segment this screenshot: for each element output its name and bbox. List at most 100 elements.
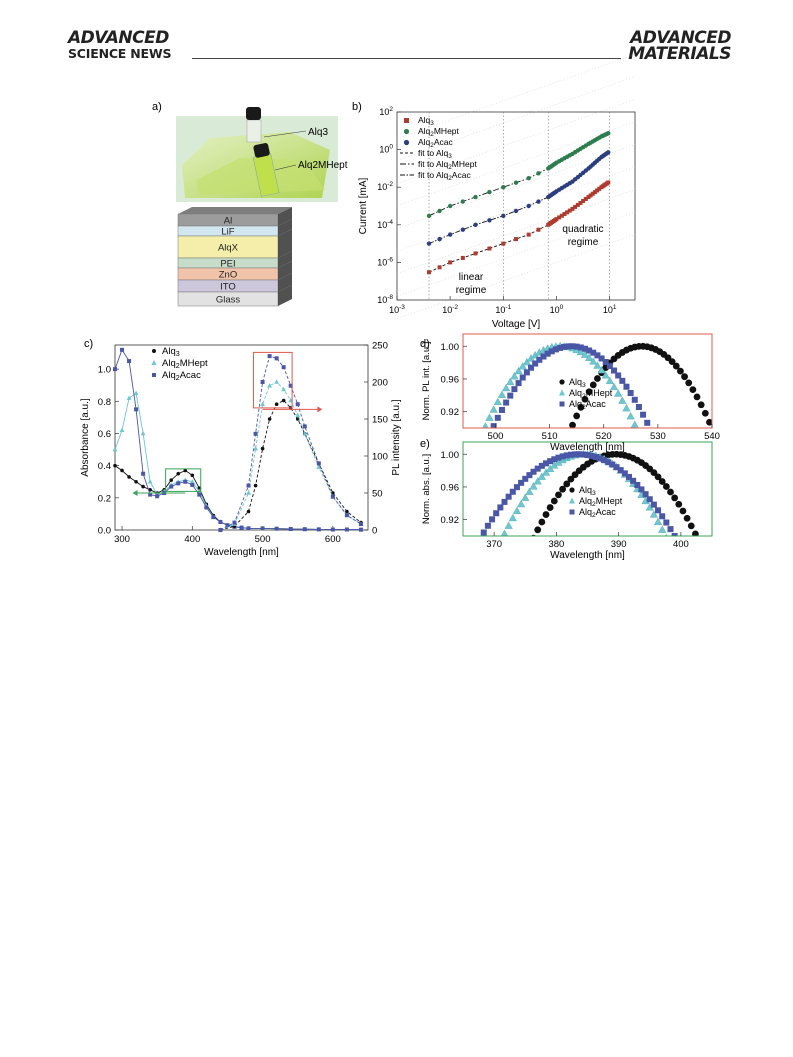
data-point-alq3 bbox=[557, 215, 562, 220]
legend-label: Alq2Acac bbox=[579, 507, 616, 519]
legend-label: Alq3 bbox=[162, 346, 180, 358]
data-point bbox=[668, 358, 676, 366]
x-tick-label: 10-2 bbox=[442, 304, 458, 315]
journal-logo-left: ADVANCED SCIENCE NEWS bbox=[68, 30, 171, 61]
data-point bbox=[517, 499, 526, 508]
data-point bbox=[540, 353, 547, 360]
legend-marker bbox=[403, 128, 410, 135]
data-point bbox=[561, 343, 568, 350]
data-point bbox=[655, 507, 662, 514]
data-point bbox=[530, 468, 537, 475]
data-point bbox=[211, 515, 216, 520]
data-point bbox=[601, 371, 610, 379]
data-point bbox=[569, 343, 576, 350]
y-tick-label-right: 100 bbox=[372, 452, 388, 463]
data-point bbox=[593, 361, 602, 369]
data-point bbox=[692, 530, 699, 536]
data-point bbox=[538, 518, 546, 526]
data-point bbox=[176, 481, 181, 486]
data-point bbox=[534, 465, 541, 472]
plot-d: 500 510 520 530 540 1.00 0.96 0.92 Wavelength [n… bbox=[421, 333, 720, 453]
data-point bbox=[544, 350, 551, 357]
data-point bbox=[563, 452, 570, 459]
data-point bbox=[521, 493, 530, 501]
data-point bbox=[536, 171, 541, 176]
legend-label: Alq3 bbox=[579, 485, 596, 497]
data-point-alq3 bbox=[581, 198, 586, 203]
helper-line bbox=[396, 189, 636, 274]
helper-line bbox=[396, 234, 636, 319]
data-point bbox=[508, 513, 517, 522]
data-point-alq3 bbox=[590, 191, 595, 196]
data-point bbox=[563, 480, 571, 488]
data-point bbox=[559, 485, 566, 493]
x-tick-label: 10-1 bbox=[495, 304, 511, 315]
data-point bbox=[658, 478, 666, 485]
data-point-alq3 bbox=[501, 241, 506, 246]
data-point-alq3 bbox=[559, 213, 564, 218]
data-point bbox=[602, 359, 609, 366]
layer-side-pei bbox=[278, 251, 292, 268]
data-point bbox=[426, 213, 432, 219]
y-tick-label-right: 150 bbox=[372, 415, 388, 426]
data-point bbox=[596, 455, 603, 462]
data-point bbox=[706, 418, 712, 426]
data-point bbox=[260, 380, 265, 384]
data-point bbox=[344, 513, 349, 518]
data-point bbox=[447, 203, 453, 209]
data-point bbox=[274, 356, 279, 361]
layer-label: LiF bbox=[221, 227, 234, 238]
journal-name-line1: ADVANCED bbox=[68, 28, 169, 48]
data-point bbox=[497, 504, 504, 511]
data-point bbox=[485, 413, 494, 421]
data-point bbox=[589, 357, 598, 365]
data-point bbox=[126, 395, 132, 400]
layer-label: PEI bbox=[220, 259, 235, 270]
data-point bbox=[576, 451, 583, 458]
data-point bbox=[253, 483, 258, 488]
data-point bbox=[659, 513, 666, 520]
data-point bbox=[683, 514, 691, 522]
data-point bbox=[586, 347, 593, 354]
data-point bbox=[260, 526, 265, 531]
data-point bbox=[358, 522, 363, 527]
data-point bbox=[345, 509, 349, 514]
legend-label: fit to Alq3 bbox=[418, 148, 452, 160]
data-point bbox=[514, 366, 523, 375]
data-point-alq3 bbox=[487, 246, 492, 251]
data-point bbox=[622, 404, 631, 412]
legend-label: Alq2MHept bbox=[418, 126, 460, 138]
y-tick-label: 10-4 bbox=[377, 219, 393, 230]
data-point bbox=[480, 529, 487, 536]
data-point bbox=[267, 417, 272, 421]
series-line bbox=[220, 399, 362, 531]
data-point bbox=[510, 372, 519, 380]
data-point bbox=[526, 203, 531, 209]
data-point bbox=[533, 477, 542, 485]
data-point bbox=[594, 375, 601, 382]
data-point bbox=[281, 398, 286, 403]
data-point-alq3 bbox=[437, 265, 442, 270]
data-point bbox=[189, 479, 195, 484]
data-point bbox=[667, 488, 674, 496]
frame bbox=[462, 333, 713, 429]
x-tick-label: 540 bbox=[704, 431, 720, 442]
data-point bbox=[618, 396, 627, 404]
data-point bbox=[592, 453, 599, 460]
panel-c-label: c) bbox=[84, 338, 93, 350]
data-point bbox=[671, 533, 678, 536]
y-tick-label-left: 0.8 bbox=[98, 397, 111, 408]
y-tick-label-left: 0.2 bbox=[98, 493, 111, 504]
y-axis-label-right: PL intensity [a.u.] bbox=[391, 399, 402, 476]
data-point bbox=[642, 491, 649, 498]
data-point bbox=[538, 462, 545, 469]
data-point bbox=[112, 446, 118, 452]
layer-label: AlqX bbox=[218, 243, 239, 254]
data-point bbox=[493, 397, 502, 406]
data-point bbox=[141, 484, 145, 489]
data-point-alq3 bbox=[583, 197, 588, 202]
data-point bbox=[650, 501, 657, 508]
data-point bbox=[511, 386, 518, 393]
data-point bbox=[513, 208, 519, 214]
x-axis-label: Wavelength [nm] bbox=[550, 550, 625, 561]
